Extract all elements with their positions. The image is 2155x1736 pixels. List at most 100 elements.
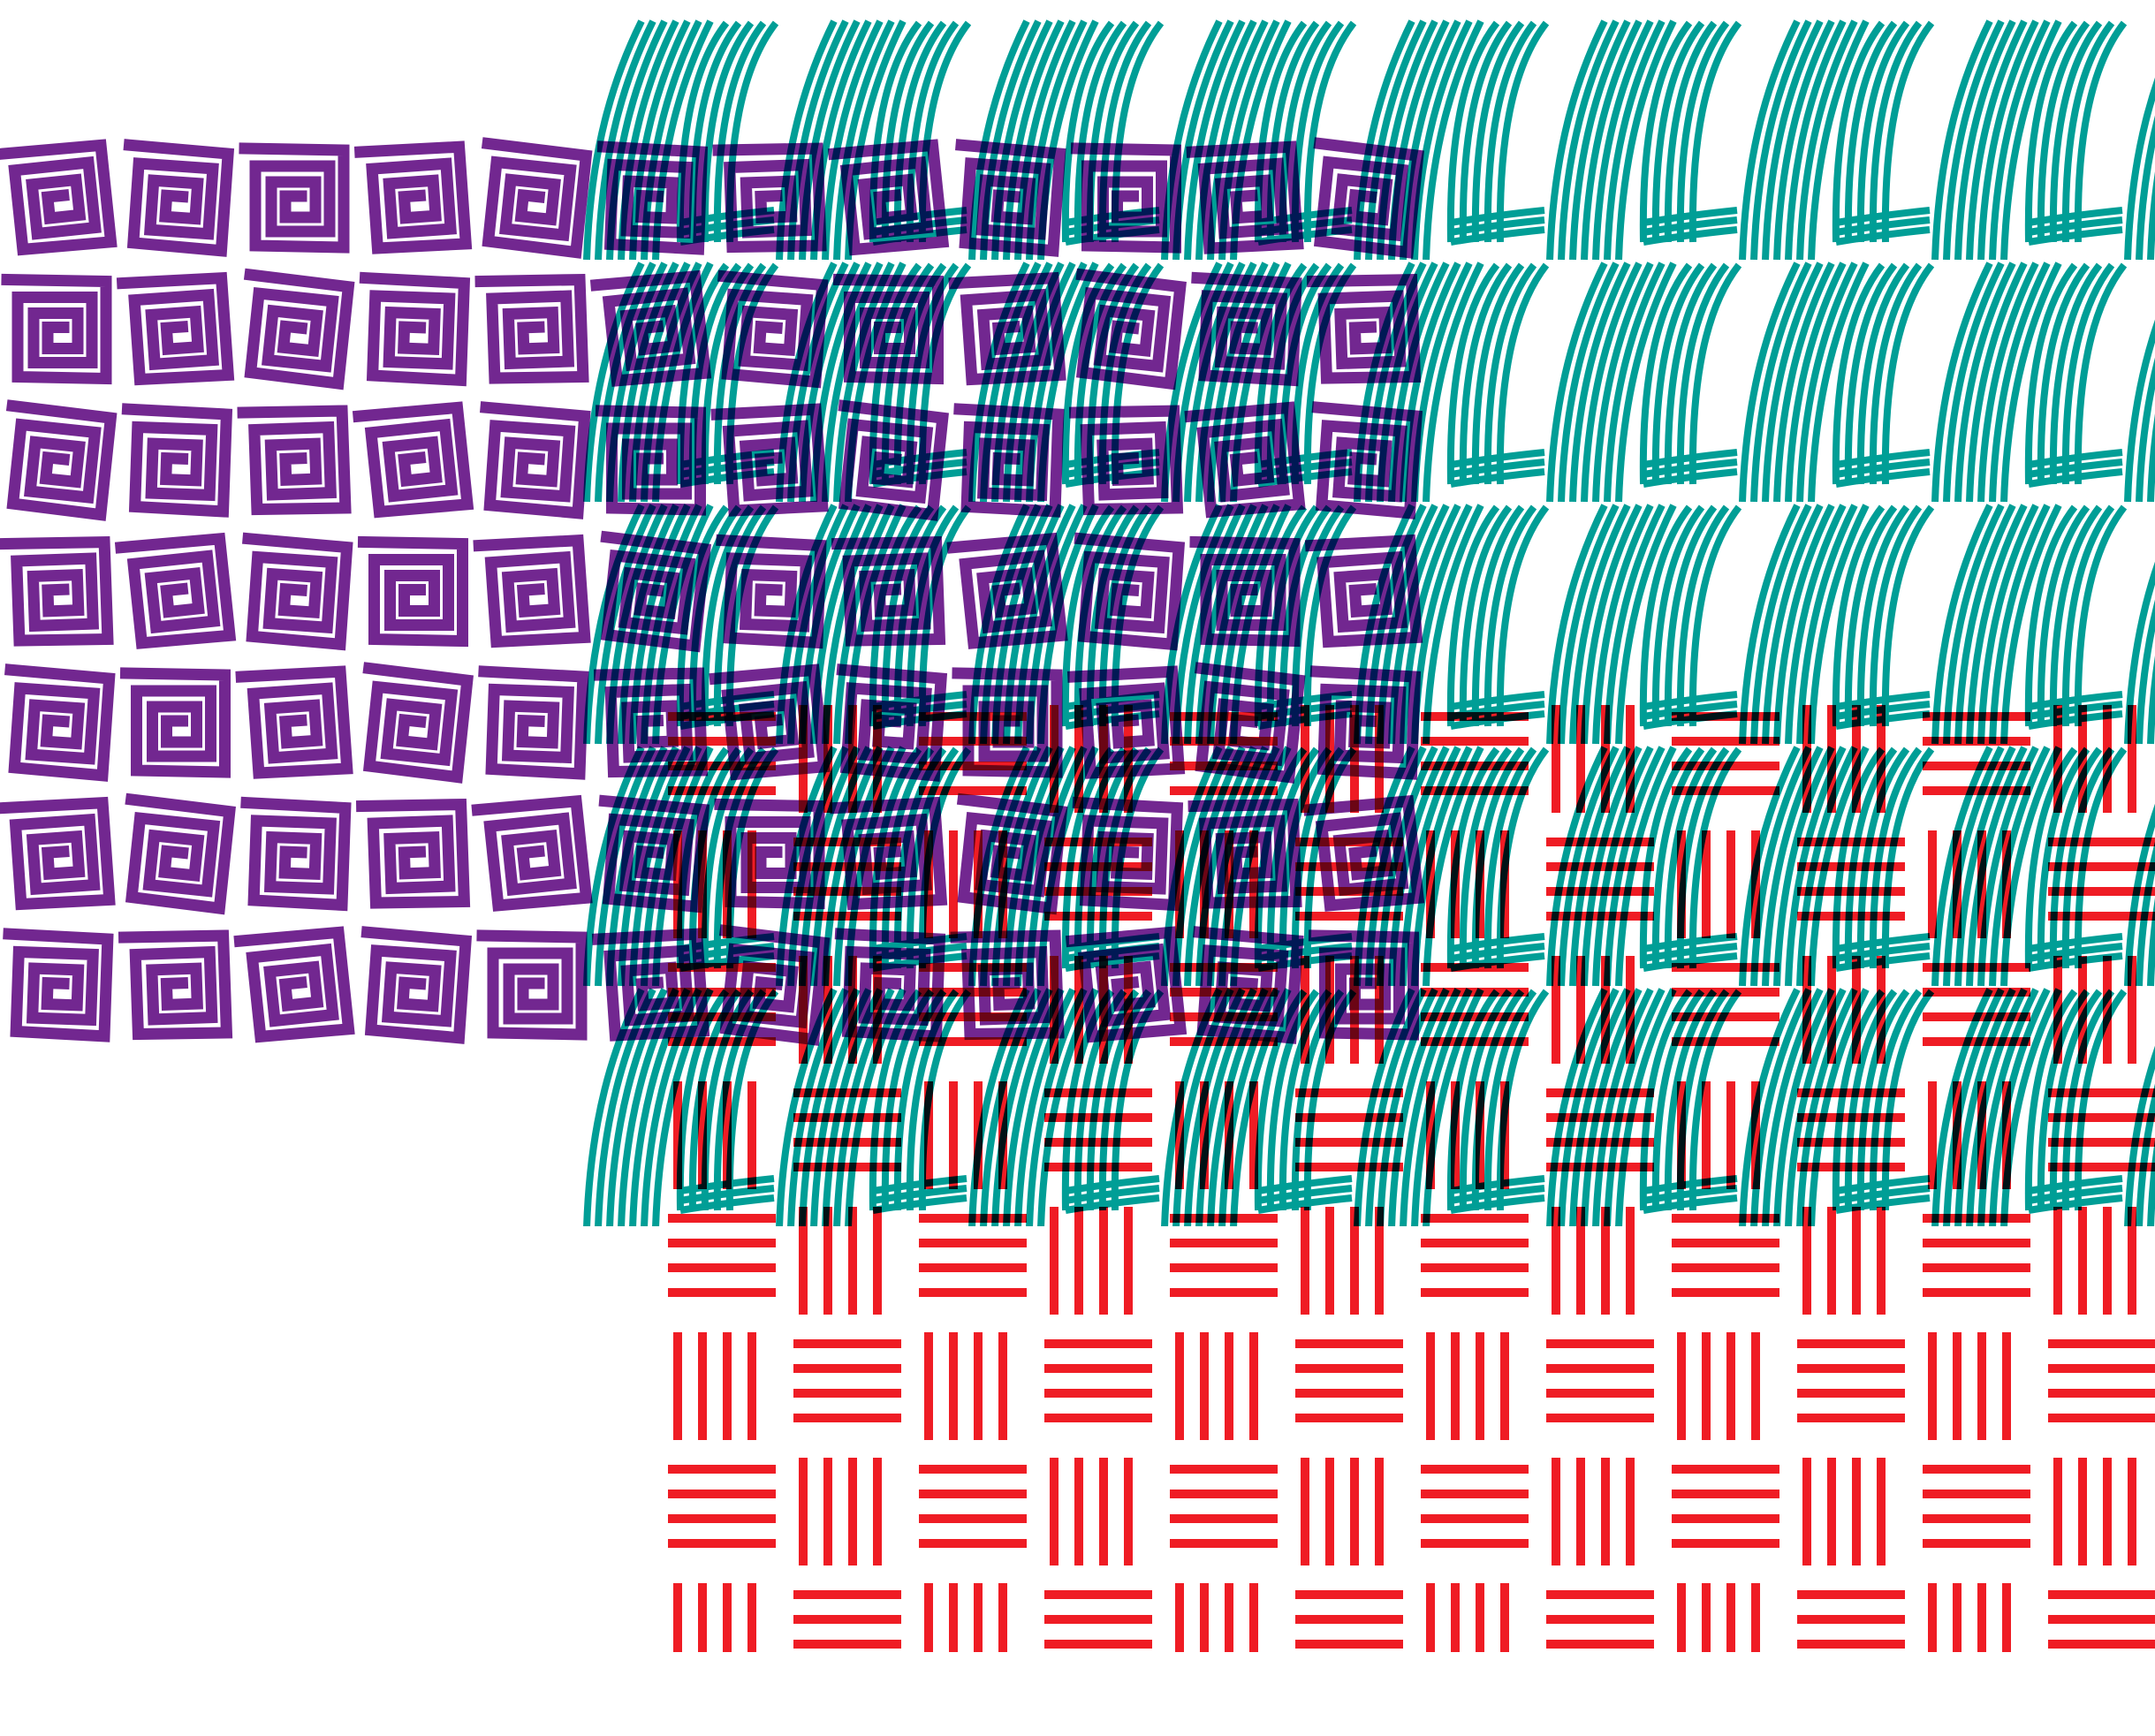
spiral-motif xyxy=(474,273,589,384)
weave-cell xyxy=(668,712,776,795)
spiral-motif xyxy=(1188,798,1302,909)
weave-cell xyxy=(1552,705,1635,813)
spiral-motif xyxy=(243,268,355,390)
weave-cell xyxy=(1295,1590,1403,1649)
wave-tile xyxy=(1546,262,1742,503)
spiral-motif xyxy=(240,796,352,912)
weave-cell xyxy=(2053,956,2136,1064)
weave-cell xyxy=(1426,1583,1509,1652)
wave-tile xyxy=(2124,77,2155,261)
weave-cell xyxy=(1797,838,1905,921)
wave-tile xyxy=(968,19,1165,261)
spiral-pattern-layer xyxy=(0,137,1425,1046)
weave-cell xyxy=(1175,1332,1258,1440)
spiral-motif xyxy=(831,535,946,647)
wave-tile xyxy=(972,1716,1161,1736)
weave-cell xyxy=(1050,1207,1133,1315)
spiral-motif xyxy=(1194,662,1306,784)
weave-cell xyxy=(2048,838,2155,921)
weave-cell xyxy=(1802,956,1886,1064)
weave-cell xyxy=(1672,1465,1779,1548)
weave-cell xyxy=(1546,1590,1654,1649)
wave-tile xyxy=(2128,1716,2155,1736)
spiral-motif xyxy=(946,532,1068,649)
wave-tile xyxy=(1931,19,2128,261)
weave-cell xyxy=(1552,1458,1635,1565)
weave-cell xyxy=(1797,1590,1905,1649)
weave-cell xyxy=(1426,1081,1509,1189)
spiral-motif xyxy=(471,794,593,912)
spiral-motif xyxy=(473,534,591,648)
weave-cell xyxy=(2048,1339,2155,1422)
wave-tile xyxy=(1935,1716,2124,1736)
spiral-motif xyxy=(1070,142,1181,254)
spiral-motif xyxy=(1074,532,1186,651)
weave-cell xyxy=(1677,1332,1760,1440)
weave-cell xyxy=(1677,830,1760,938)
spiral-motif xyxy=(0,796,116,911)
weave-cell xyxy=(1044,1339,1152,1422)
wave-tile xyxy=(1550,1716,1739,1736)
spiral-motif xyxy=(1311,401,1423,519)
spiral-motif xyxy=(114,532,237,649)
spiral-motif xyxy=(3,928,114,1042)
spiral-motif xyxy=(595,405,706,516)
spiral-motif xyxy=(1313,137,1424,259)
weave-cell xyxy=(1295,1339,1403,1422)
spiral-motif xyxy=(710,403,829,517)
weave-cell xyxy=(1170,1465,1278,1548)
wave-tile xyxy=(1931,504,2128,745)
wave-tile xyxy=(1739,262,1935,503)
spiral-motif xyxy=(0,535,114,647)
spiral-motif xyxy=(589,269,712,387)
spiral-motif xyxy=(714,798,825,910)
spiral-motif xyxy=(1068,405,1184,516)
spiral-motif xyxy=(476,929,588,1041)
spiral-motif xyxy=(953,403,1065,518)
spiral-motif xyxy=(600,530,711,653)
wave-tile xyxy=(2124,561,2155,745)
wave-tile xyxy=(1739,988,1935,1226)
spiral-motif xyxy=(1309,665,1422,780)
spiral-motif xyxy=(952,667,1063,778)
weave-cell xyxy=(1672,963,1779,1046)
spiral-motif xyxy=(123,139,235,257)
weave-cell xyxy=(1546,838,1654,921)
spiral-motif xyxy=(360,926,473,1044)
weave-cell xyxy=(1546,1088,1654,1171)
weave-cell xyxy=(2053,1458,2136,1565)
weave-cell xyxy=(1170,1214,1278,1297)
spiral-motif xyxy=(954,139,1066,257)
weave-cell xyxy=(1552,1207,1635,1315)
spiral-motif xyxy=(125,792,236,915)
spiral-motif xyxy=(1308,929,1419,1041)
wave-tile xyxy=(1546,504,1742,745)
weave-pattern-layer xyxy=(668,705,2155,1652)
weave-cell xyxy=(1923,712,2030,795)
spiral-motif xyxy=(956,792,1068,915)
wave-tile xyxy=(779,1716,968,1736)
wave-tile xyxy=(1931,988,2128,1226)
weave-cell xyxy=(1928,1583,2011,1652)
spiral-motif xyxy=(116,271,235,386)
spiral-motif xyxy=(357,535,468,648)
spiral-motif xyxy=(1072,796,1184,912)
spiral-motif xyxy=(352,401,474,519)
weave-cell xyxy=(668,1214,776,1297)
spiral-motif xyxy=(948,271,1066,386)
spiral-motif xyxy=(1066,665,1186,779)
wave-tile xyxy=(1739,19,1935,261)
weave-cell xyxy=(1044,1590,1152,1649)
weave-cell xyxy=(1797,1088,1905,1171)
wave-tile xyxy=(1546,19,1742,261)
weave-cell xyxy=(1797,1339,1905,1422)
weave-cell xyxy=(793,1590,901,1649)
spiral-motif xyxy=(362,662,474,784)
weave-cell xyxy=(673,1583,756,1652)
weave-cell xyxy=(2053,1207,2136,1315)
weave-cell xyxy=(1672,1214,1779,1297)
spiral-motif xyxy=(832,273,944,385)
spiral-motif xyxy=(235,665,353,779)
weave-cell xyxy=(1175,1081,1258,1189)
spiral-motif xyxy=(591,928,710,1042)
